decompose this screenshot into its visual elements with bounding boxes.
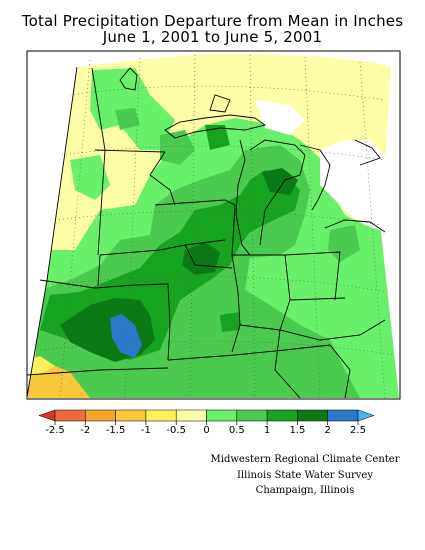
legend-color-cell [85,409,116,422]
legend-tick-label: 2.5 [350,425,366,436]
legend-tick-label: 0 [203,425,210,436]
state-boundaries [26,66,386,399]
credit-location: Champaign, Illinois [255,485,355,496]
legend-color-cell [266,409,298,422]
legend-tick-label: 1.5 [289,425,306,436]
map-title: Total Precipitation Departure from Mean … [21,12,404,30]
legend-color-cell [297,409,328,422]
graticule [39,54,396,399]
legend-tick-label: 2 [324,425,331,436]
legend-tick-label: 0.5 [228,425,245,436]
legend-color-cell [206,409,238,422]
legend-arrow-high [357,409,375,422]
credit-survey: Illinois State Water Survey [236,470,373,481]
legend-color-cell [327,409,359,422]
legend-tick-label: -2 [80,425,91,436]
legend-tick-label: -0.5 [166,425,186,436]
great-lakes-outline [119,67,386,256]
legend-color-cell [115,409,147,422]
legend-tick-label: -2.5 [45,425,65,436]
map-date-range: June 1, 2001 to June 5, 2001 [102,28,323,46]
legend-tick-label: -1.5 [105,425,126,436]
legend-arrow-low [38,409,56,422]
precipitation-field [27,54,399,398]
legend-color-cell [145,409,177,422]
legend-color-bar [38,409,375,425]
legend-color-cell [175,409,207,422]
legend-tick-label: 1 [263,425,271,436]
credit-center: Midwestern Regional Climate Center [210,454,400,465]
legend-tick-label: -1 [140,425,151,436]
legend-color-cell [236,409,268,422]
legend-color-cell [54,409,86,422]
